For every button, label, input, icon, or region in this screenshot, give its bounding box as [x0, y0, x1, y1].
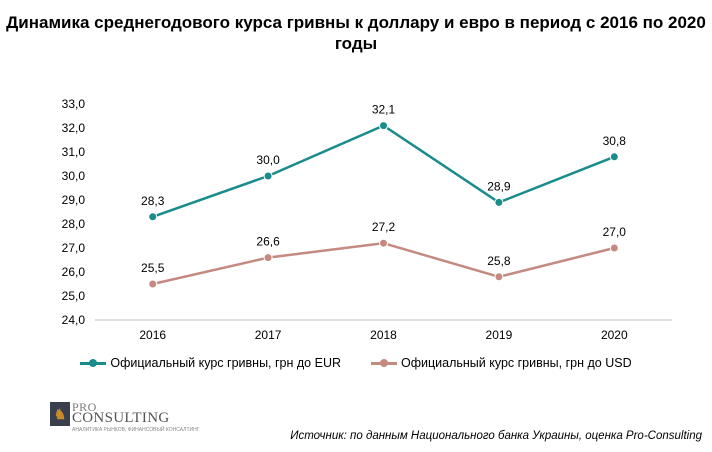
- chart-title: Динамика среднегодового курса гривны к д…: [6, 13, 706, 53]
- data-label: 27,2: [372, 220, 396, 234]
- y-tick-label: 32,0: [62, 121, 86, 135]
- data-label: 32,1: [372, 103, 396, 117]
- data-point: [379, 238, 388, 248]
- data-point: [379, 121, 388, 131]
- data-label: 25,8: [487, 254, 511, 268]
- data-point: [494, 197, 504, 207]
- legend-label-eur: Официальный курс гривны, грн до EUR: [110, 356, 341, 370]
- y-tick-label: 24,0: [62, 313, 86, 327]
- legend-item-eur: Официальный курс гривны, грн до EUR: [80, 356, 341, 370]
- line-chart: 24,0 25,0 26,0 27,0 28,0 29,0 30,0 31,0 32,0 33,0…: [62, 97, 672, 342]
- data-label: 25,5: [141, 261, 165, 275]
- y-tick-label: 28,0: [62, 217, 86, 231]
- legend-item-usd: Официальный курс гривны, грн до USD: [371, 356, 632, 370]
- logo-top-text: PRO: [72, 400, 97, 414]
- data-point: [494, 272, 504, 282]
- pro-consulting-logo: ♞ PRO CONSULTING АНАЛИТИКА РЫНКОВ, ФИНАН…: [50, 400, 199, 433]
- logo-name-text: CONSULTING: [72, 410, 170, 426]
- data-label: 27,0: [603, 225, 627, 239]
- data-point: [609, 152, 619, 162]
- data-point: [263, 253, 273, 263]
- y-tick-label: 26,0: [62, 265, 86, 279]
- chart-series: 28,3 30,0 32,1 28,9 30,8 25,5 26,6 27,2 25,8 27,0: [141, 103, 627, 289]
- source-note: Источник: по данным Национального банка …: [290, 430, 702, 442]
- series-line-1: [152, 241, 615, 286]
- y-tick-label: 27,0: [62, 241, 86, 255]
- data-point: [148, 212, 158, 222]
- legend-marker-usd: [371, 359, 397, 367]
- data-point: [609, 243, 619, 253]
- legend-label-usd: Официальный курс гривны, грн до USD: [401, 356, 632, 370]
- y-tick-label: 25,0: [62, 289, 86, 303]
- logo-tagline: АНАЛИТИКА РЫНКОВ, ФИНАНСОВЫЙ КОНСАЛТИНГ: [72, 427, 200, 433]
- y-tick-label: 31,0: [62, 145, 86, 159]
- legend-marker-eur: [80, 359, 107, 367]
- data-point: [263, 171, 273, 181]
- data-label: 26,6: [256, 235, 280, 249]
- y-tick-label: 29,0: [62, 193, 86, 207]
- x-tick-label: 2018: [370, 328, 397, 342]
- x-tick-label: 2016: [139, 328, 166, 342]
- x-tick-label: 2017: [255, 328, 282, 342]
- data-label: 30,8: [603, 134, 627, 148]
- series-line-0: [152, 124, 615, 218]
- y-tick-label: 33,0: [62, 97, 86, 111]
- data-label: 28,9: [487, 179, 511, 193]
- data-label: 30,0: [256, 153, 280, 167]
- data-point: [148, 279, 158, 289]
- chart-legend: Официальный курс гривны, грн до EUR Офиц…: [0, 356, 712, 370]
- x-tick-label: 2020: [601, 328, 628, 342]
- x-tick-label: 2019: [486, 328, 513, 342]
- data-label: 28,3: [141, 194, 165, 208]
- chart-axes: 24,0 25,0 26,0 27,0 28,0 29,0 30,0 31,0 32,0 33,0…: [62, 97, 672, 342]
- y-tick-label: 30,0: [62, 169, 86, 183]
- logo-emblem-icon: ♞: [50, 402, 70, 426]
